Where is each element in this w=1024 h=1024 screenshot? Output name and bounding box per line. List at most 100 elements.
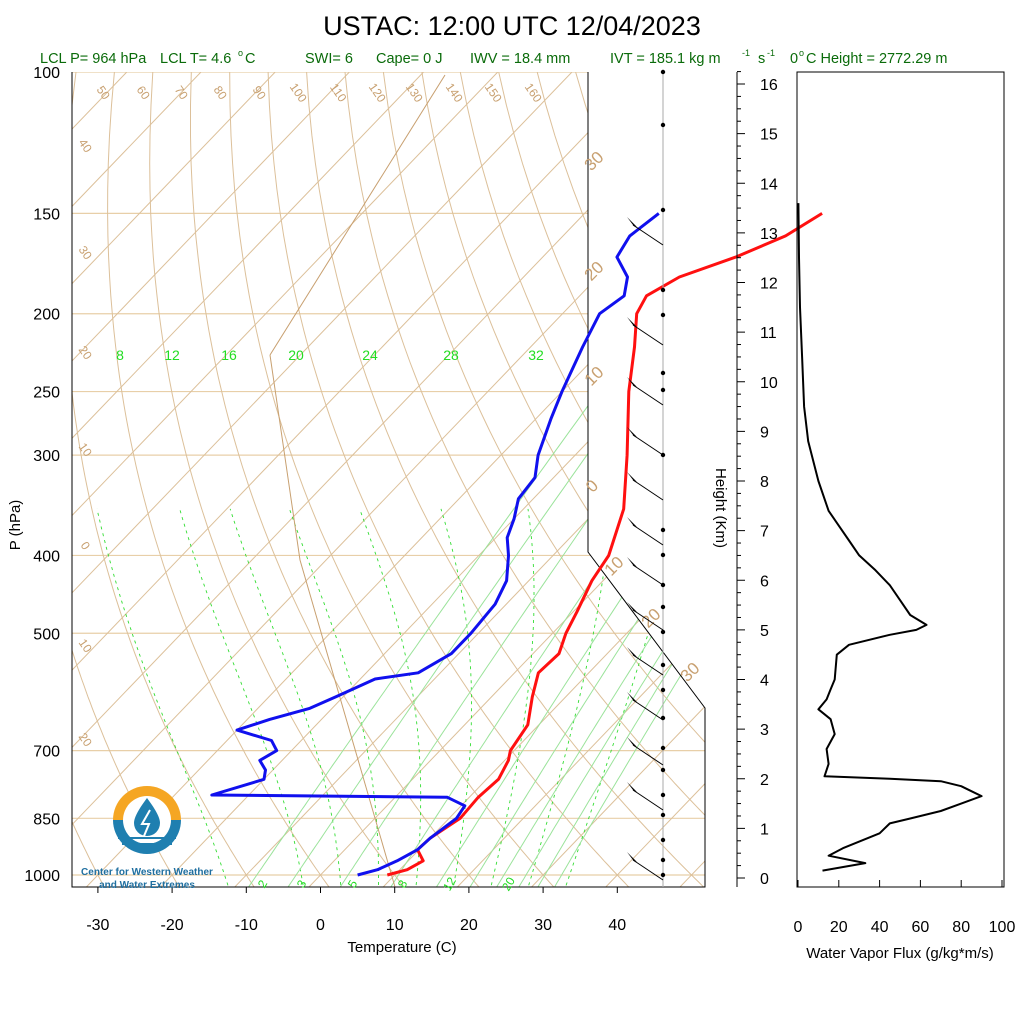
dry-adiabat-line: [421, 72, 705, 887]
moist-adiabat-line: [440, 508, 472, 887]
wind-barb-pennant: [627, 377, 637, 387]
wind-barb: [627, 557, 664, 586]
wind-barb: [627, 217, 664, 246]
parcel-path-upper: [269, 74, 446, 356]
pressure-tick-label: 700: [33, 744, 60, 761]
mixing-ratio-line: [534, 313, 705, 887]
wind-barb-staff: [632, 324, 664, 346]
wind-level-dot: [660, 527, 666, 533]
mixing-ratio-bottom-label: 8: [395, 877, 411, 890]
dry-adiabat-label: 90: [250, 83, 269, 102]
moist-adiabat-line: [229, 508, 342, 887]
temperature-tick-label: -20: [161, 917, 184, 934]
wind-barb-staff: [632, 654, 664, 676]
isotherm-line: [749, 72, 1024, 892]
isotherm-left-label: 30: [76, 243, 95, 262]
wind-level-dot: [660, 582, 666, 588]
wind-barb-pennant: [627, 517, 637, 527]
flux-axis-label: Water Vapor Flux (g/kg*m/s): [806, 945, 994, 962]
wind-barb: [627, 427, 664, 456]
logo-line-1: Center for Western Weather: [81, 867, 213, 878]
wind-barb-pennant: [627, 647, 637, 657]
height-tick-label: 7: [760, 524, 769, 541]
isotherm-line: [72, 72, 276, 887]
wind-barb: [627, 692, 664, 721]
wind-barb-pennant: [627, 782, 637, 792]
pressure-tick-labels: 100 150 200 250 300 400 500 700 850 1000: [24, 65, 60, 885]
celsius-unit: C: [245, 51, 255, 67]
ivt-unit-s: s: [758, 51, 765, 67]
moist-adiabat-line: [489, 508, 535, 887]
wind-barb-pennant: [627, 692, 637, 702]
mixing-ratio-line: [432, 313, 705, 887]
dry-adiabat-line: [72, 72, 108, 887]
dry-adiabat-line: [344, 72, 705, 887]
dry-adiabat-line: [690, 72, 705, 887]
dry-adiabat-line: [382, 72, 705, 887]
skewt-frame: [71, 72, 706, 888]
wind-level-dot: [660, 387, 666, 393]
temperature-tick-label: 10: [386, 917, 404, 934]
height-tick-label: 0: [760, 871, 769, 888]
wind-barb-staff: [632, 384, 664, 406]
wind-barb-pennant: [627, 427, 637, 437]
mixing-ratio-label: 28: [443, 347, 459, 363]
height-tick-label: 12: [760, 276, 778, 293]
wind-barb: [627, 737, 664, 766]
flux-tick-label: 20: [830, 919, 848, 936]
dry-adiabat-line: [229, 72, 559, 887]
pressure-tick-label: 1000: [24, 868, 60, 885]
height-axis-label: Height (Km): [712, 468, 729, 548]
isotherm-right-label: 20: [581, 258, 608, 285]
skewt-background: [72, 72, 1024, 892]
wind-level-dot: [660, 69, 666, 75]
moist-adiabats: [96, 508, 683, 887]
mixing-ratio-bottom-label: 5: [345, 877, 361, 890]
dry-adiabat-label: 160: [522, 80, 545, 105]
mixing-ratio-line: [493, 313, 705, 887]
isotherm-line: [72, 72, 202, 887]
wind-barb-staff: [632, 564, 664, 586]
zero-height-label: C Height = 2772.29 m: [806, 51, 947, 67]
height-tick-label: 14: [760, 176, 778, 193]
swi-label: SWI= 6: [305, 51, 353, 67]
wind-barb-pennant: [627, 602, 637, 612]
wind-level-dot: [660, 812, 666, 818]
temperature-tick-label: 0: [316, 917, 325, 934]
isotherm-line: [155, 72, 705, 887]
wind-barb: [627, 472, 664, 501]
isotherm-line: [72, 72, 424, 887]
dry-adiabats: [72, 72, 1024, 892]
dry-adiabat-line: [459, 72, 705, 887]
height-tick-label: 1: [760, 821, 769, 838]
mixing-ratio-label: 32: [528, 347, 544, 363]
pressure-axis-label: P (hPa): [7, 500, 24, 551]
cape-label: Cape= 0 J: [376, 51, 443, 67]
mixing-ratio-label: 12: [164, 347, 180, 363]
wind-barb: [627, 782, 664, 811]
moist-adiabat-line: [359, 508, 422, 887]
flux-panel-frame: [796, 71, 1005, 888]
isotherm-line: [72, 72, 573, 887]
water-vapor-flux-trace: [797, 203, 983, 872]
height-tick-label: 2: [760, 772, 769, 789]
wind-barb-staff: [632, 789, 664, 811]
wind-barb-staff: [632, 699, 664, 721]
logo-line-2: and Water Extremes: [99, 880, 195, 891]
isotherm-left-label: 40: [76, 136, 95, 155]
height-tick-label: 15: [760, 127, 778, 144]
dry-adiabat-line: [149, 72, 409, 887]
dry-adiabat-line: [729, 72, 1024, 892]
height-tick-label: 4: [760, 673, 769, 690]
height-tick-label: 16: [760, 77, 778, 94]
pressure-tick-label: 500: [33, 626, 60, 643]
wind-barb-pennant: [627, 317, 637, 327]
pressure-tick-label: 200: [33, 307, 60, 324]
dry-adiabat-line: [536, 72, 705, 887]
wind-barb: [627, 647, 664, 676]
ivt-exp-1: -1: [742, 48, 750, 58]
isotherm-line: [81, 72, 705, 887]
